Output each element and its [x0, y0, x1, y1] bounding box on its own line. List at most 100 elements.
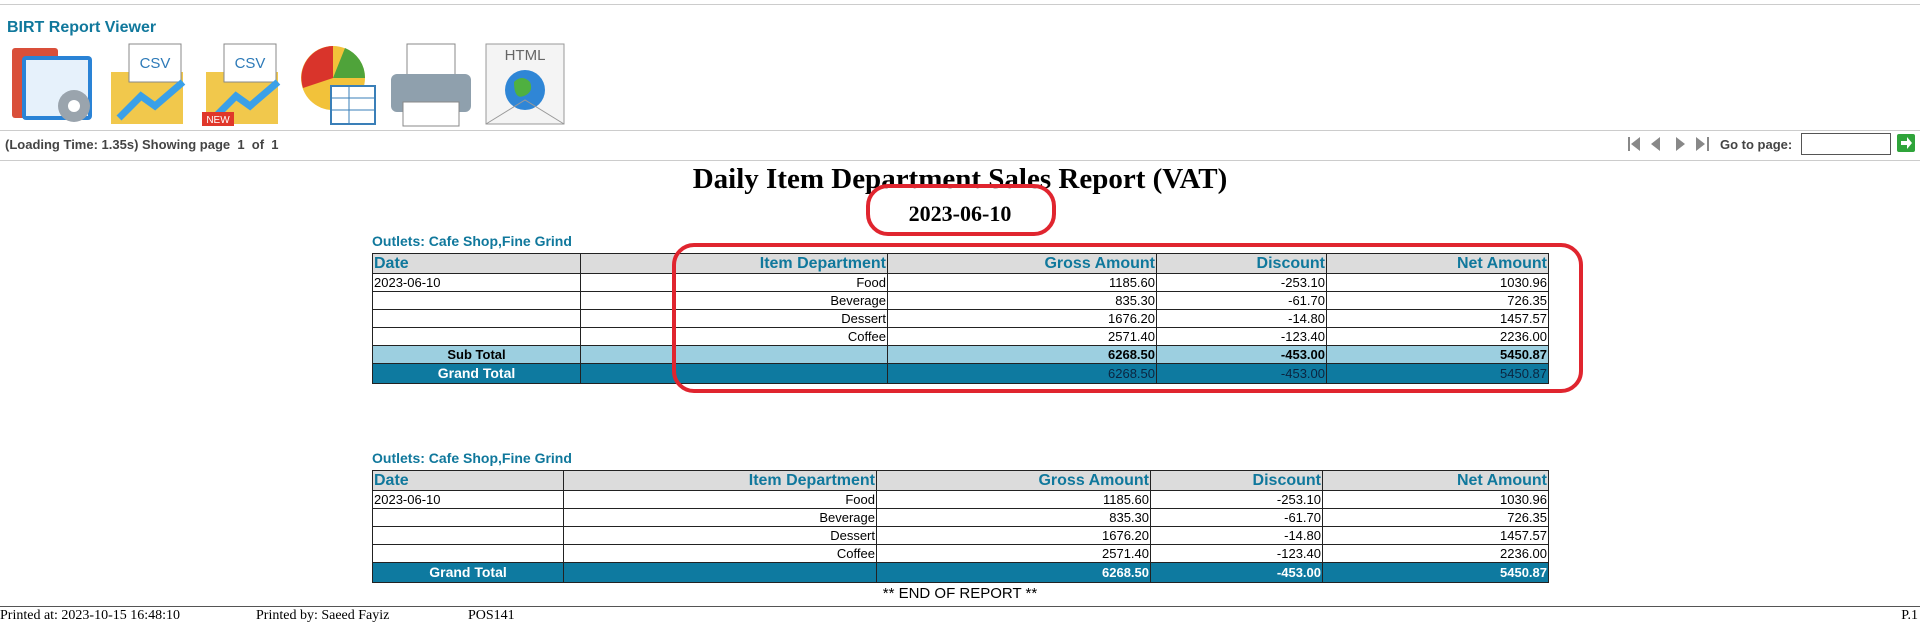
header-cell: Gross Amount	[876, 470, 1151, 491]
cell: Coffee	[563, 544, 877, 563]
grand-row: Grand Total 6268.50 -453.00 5450.87	[372, 363, 1549, 384]
toc-button[interactable]	[12, 48, 92, 122]
header-cell: Date	[372, 470, 564, 491]
icon-label: HTML	[505, 47, 546, 64]
total-cell: 6268.50	[876, 562, 1151, 583]
icon-label: CSV	[140, 55, 171, 72]
icon-label: CSV	[235, 55, 266, 72]
total-label: Sub Total	[372, 345, 581, 364]
separator	[0, 130, 1920, 131]
data-row: 2023-06-10 Food 1185.60 -253.10 1030.96	[372, 490, 1549, 509]
date-cell	[372, 508, 564, 527]
cell: 2571.40	[876, 544, 1151, 563]
outlet-label: Outlets: Cafe Shop,Fine Grind	[372, 450, 572, 466]
header-cell: Item Department	[563, 470, 877, 491]
total-cell: 6268.50	[887, 345, 1157, 364]
sub-row: Sub Total 6268.50 -453.00 5450.87	[372, 345, 1549, 364]
report-table: Date Item Department Gross Amount Discount N…	[372, 470, 1549, 583]
cell: 1030.96	[1322, 490, 1549, 509]
cell: 1676.20	[876, 526, 1151, 545]
data-row: Dessert 1676.20 -14.80 1457.57	[372, 309, 1549, 328]
status-text: (Loading Time: 1.35s) Showing page 1 of …	[5, 137, 279, 152]
total-label: Grand Total	[372, 363, 581, 384]
cell: -61.70	[1150, 508, 1323, 527]
icon-label: NEW	[206, 115, 230, 126]
data-row: Beverage 835.30 -61.70 726.35	[372, 291, 1549, 310]
previous-page[interactable]	[1651, 137, 1660, 151]
total-cell: -453.00	[1150, 562, 1323, 583]
date-cell	[372, 309, 581, 328]
cell: Dessert	[563, 526, 877, 545]
cell: Food	[563, 490, 877, 509]
data-row: Coffee 2571.40 -123.40 2236.00	[372, 544, 1549, 563]
first-page[interactable]	[1628, 137, 1640, 151]
terminal: POS141	[468, 608, 515, 623]
toolbar: CSV CSV NEW HTML	[12, 43, 565, 127]
date-cell	[372, 526, 564, 545]
print-button[interactable]	[391, 43, 471, 127]
cell: 2236.00	[1322, 544, 1549, 563]
cell: -123.40	[1156, 327, 1327, 346]
cell: 1457.57	[1326, 309, 1549, 328]
goto-button[interactable]	[1897, 134, 1915, 152]
csv-new-button[interactable]: CSV NEW	[202, 43, 281, 126]
cell	[563, 562, 877, 583]
footer-line	[0, 606, 1920, 607]
header-cell: Discount	[1150, 470, 1323, 491]
date-cell	[372, 544, 564, 563]
cell	[580, 363, 888, 384]
total-cell: 5450.87	[1322, 562, 1549, 583]
cell: 1185.60	[876, 490, 1151, 509]
cell: 726.35	[1322, 508, 1549, 527]
cell: Beverage	[563, 508, 877, 527]
goto-label: Go to page:	[1720, 137, 1793, 152]
cell: -123.40	[1150, 544, 1323, 563]
export-button[interactable]	[301, 46, 376, 125]
header-cell: Discount	[1156, 253, 1327, 274]
grand-row: Grand Total 6268.50 -453.00 5450.87	[372, 562, 1549, 583]
data-row: Beverage 835.30 -61.70 726.35	[372, 508, 1549, 527]
csv-button[interactable]: CSV	[111, 43, 186, 124]
report-date: 2023-06-10	[908, 201, 1012, 226]
top-line	[0, 4, 1920, 5]
header-row: Date Item Department Gross Amount Discount N…	[372, 470, 1549, 491]
viewer-title: BIRT Report Viewer	[7, 19, 157, 36]
total-cell: -453.00	[1156, 345, 1327, 364]
cell: 1457.57	[1322, 526, 1549, 545]
date-cell	[372, 327, 581, 346]
report-title: Daily Item Department Sales Report (VAT)	[692, 163, 1228, 195]
report-table: Date Item Department Gross Amount Discount N…	[372, 253, 1549, 384]
header-cell: Date	[372, 253, 581, 274]
date-cell: 2023-06-10	[372, 490, 564, 509]
printed-by: Printed by: Saeed Fayiz	[256, 608, 390, 623]
total-cell: 5450.87	[1326, 345, 1549, 364]
date-cell	[372, 291, 581, 310]
outlet-label: Outlets: Cafe Shop,Fine Grind	[372, 233, 572, 249]
total-label: Grand Total	[372, 562, 564, 583]
annotation-box	[866, 184, 1056, 236]
date-cell: 2023-06-10	[372, 273, 581, 292]
page-number: P.1	[1901, 608, 1918, 623]
cell: -14.80	[1156, 309, 1327, 328]
goto-input[interactable]	[1801, 133, 1891, 155]
page-navigation	[1628, 137, 1709, 151]
header-cell: Net Amount	[1326, 253, 1549, 274]
header-row: Date Item Department Gross Amount Discount N…	[372, 253, 1549, 274]
separator	[0, 160, 1920, 161]
cell: -253.10	[1150, 490, 1323, 509]
last-page[interactable]	[1696, 137, 1709, 151]
data-row: Dessert 1676.20 -14.80 1457.57	[372, 526, 1549, 545]
annotation-box	[672, 243, 1583, 393]
next-page[interactable]	[1676, 137, 1685, 151]
cell: -14.80	[1150, 526, 1323, 545]
printed-at: Printed at: 2023-10-15 16:48:10	[0, 608, 181, 623]
total-cell: 6268.50	[887, 363, 1157, 384]
data-row: 2023-06-10 Food 1185.60 -253.10 1030.96	[372, 273, 1549, 292]
cell: 835.30	[876, 508, 1151, 527]
header-cell: Item Department	[580, 253, 888, 274]
total-cell: 5450.87	[1326, 363, 1549, 384]
header-cell: Net Amount	[1322, 470, 1549, 491]
html-button[interactable]: HTML	[485, 43, 565, 125]
cell: 1185.60	[887, 273, 1157, 292]
